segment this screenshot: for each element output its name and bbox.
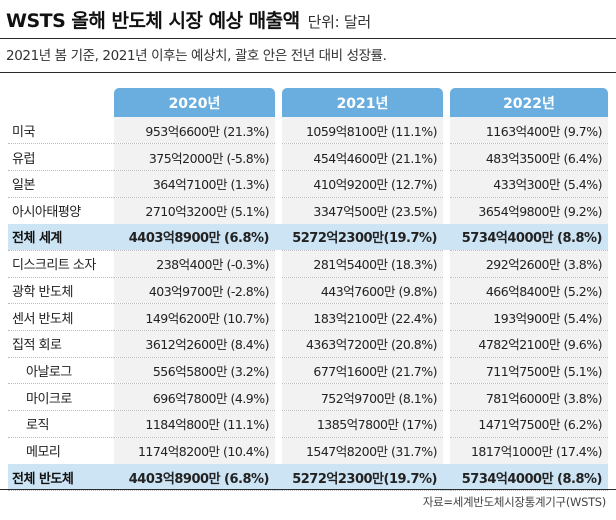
cell-2021: 677억1600만 (21.7%) xyxy=(282,357,443,385)
cell-2021: 183억2100만 (22.4%) xyxy=(282,303,443,331)
table-row: 아날로그 556억5800만 (3.2%) 677억1600만 (21.7%) … xyxy=(8,357,608,385)
sales-table: 2020년 2021년 2022년 미국 953억6600만 (21.3%) 1… xyxy=(8,88,608,492)
footer-divider xyxy=(0,489,616,490)
cell-2022: 1471억7500만 (6.2%) xyxy=(450,410,608,438)
cell-2022: 5734억4000만 (8.8%) xyxy=(450,463,608,492)
cell-2020: 953억6600만 (21.3%) xyxy=(114,117,275,145)
table-row: 아시아태평양 2710억3200만 (5.1%) 3347억500만 (23.5… xyxy=(8,197,608,224)
table-row: 마이크로 696억7800만 (4.9%) 752억9700만 (8.1%) 7… xyxy=(8,383,608,412)
cell-2022: 4782억2100만 (9.6%) xyxy=(450,330,608,358)
column-header-2021: 2021년 xyxy=(282,88,443,117)
cell-2020: 556억5800만 (3.2%) xyxy=(114,357,275,385)
subtitle: 2021년 봄 기준, 2021년 이후는 예상치, 괄호 안은 전년 대비 성… xyxy=(6,48,387,64)
table-row: 집적 회로 3612억2600만 (8.4%) 4363억7200만 (20.8… xyxy=(8,330,608,358)
table-row: 센서 반도체 149억6200만 (10.7%) 183억2100만 (22.4… xyxy=(8,303,608,331)
table-row: 일본 364억7100만 (1.3%) 410억9200만 (12.7%) 43… xyxy=(8,170,608,198)
unit-label: 단위: 달러 xyxy=(307,13,372,31)
table-row: 메모리 1174억8200만 (10.4%) 1547억8200만 (31.7%… xyxy=(8,437,608,464)
table-row: 로직 1184억800만 (11.1%) 1385억7800만 (17%) 14… xyxy=(8,410,608,438)
cell-2021: 410억9200만 (12.7%) xyxy=(282,170,443,198)
cell-2020: 364억7100만 (1.3%) xyxy=(114,170,275,198)
title-row: WSTS 올해 반도체 시장 예상 매출액 단위: 달러 xyxy=(6,6,371,38)
cell-2022: 483억3500만 (6.4%) xyxy=(450,143,608,171)
row-label: 광학 반도체 xyxy=(8,277,114,305)
cell-2021: 1547억8200만 (31.7%) xyxy=(282,437,443,464)
cell-2021: 5272억2300만(19.7%) xyxy=(282,463,443,492)
cell-2020: 2710억3200만 (5.1%) xyxy=(114,197,275,224)
row-label: 전체 반도체 xyxy=(8,463,114,492)
table-row: 미국 953억6600만 (21.3%) 1059억8100만 (11.1%) … xyxy=(8,117,608,145)
row-label: 디스크리트 소자 xyxy=(8,250,114,278)
row-label: 전체 세계 xyxy=(8,223,114,251)
cell-2022: 3654억9800만 (9.2%) xyxy=(450,197,608,224)
table-header-row: 2020년 2021년 2022년 xyxy=(8,88,608,117)
cell-2021: 3347억500만 (23.5%) xyxy=(282,197,443,224)
cell-2021: 281억5400만 (18.3%) xyxy=(282,250,443,278)
table-row: 광학 반도체 403억9700만 (-2.8%) 443억7600만 (9.8%… xyxy=(8,277,608,305)
cell-2022: 193억900만 (5.4%) xyxy=(450,303,608,331)
cell-2022: 781억6000만 (3.8%) xyxy=(450,383,608,412)
column-header-2022: 2022년 xyxy=(450,88,608,117)
row-label: 로직 xyxy=(8,410,114,438)
header-gap xyxy=(443,88,450,117)
title-divider xyxy=(0,38,616,39)
row-label: 유럽 xyxy=(8,143,114,171)
cell-2021: 4363억7200만 (20.8%) xyxy=(282,330,443,358)
row-label: 일본 xyxy=(8,170,114,198)
column-header-2020: 2020년 xyxy=(114,88,275,117)
cell-2020: 238억400만 (-0.3%) xyxy=(114,250,275,278)
cell-2022: 433억300만 (5.4%) xyxy=(450,170,608,198)
page-title: WSTS 올해 반도체 시장 예상 매출액 xyxy=(6,10,300,32)
cell-2022: 292억2600만 (3.8%) xyxy=(450,250,608,278)
row-label: 센서 반도체 xyxy=(8,303,114,331)
cell-2021: 5272억2300만(19.7%) xyxy=(282,223,443,251)
cell-2020: 403억9700만 (-2.8%) xyxy=(114,277,275,305)
cell-2021: 1385억7800만 (17%) xyxy=(282,410,443,438)
total-row-world: 전체 세계 4403억8900만 (6.8%) 5272억2300만(19.7%… xyxy=(8,223,608,251)
row-label: 마이크로 xyxy=(8,383,114,412)
cell-2020: 149억6200만 (10.7%) xyxy=(114,303,275,331)
cell-2020: 1174억8200만 (10.4%) xyxy=(114,437,275,464)
cell-2022: 1163억400만 (9.7%) xyxy=(450,117,608,145)
cell-2020: 3612억2600만 (8.4%) xyxy=(114,330,275,358)
cell-2022: 1817억1000만 (17.4%) xyxy=(450,437,608,464)
total-row-semiconductor: 전체 반도체 4403억8900만 (6.8%) 5272억2300만(19.7… xyxy=(8,463,608,492)
cell-2020: 375억2000만 (-5.8%) xyxy=(114,143,275,171)
cell-2020: 4403억8900만 (6.8%) xyxy=(114,223,275,251)
subtitle-divider xyxy=(0,72,616,73)
cell-2020: 696억7800만 (4.9%) xyxy=(114,383,275,412)
table-row: 디스크리트 소자 238억400만 (-0.3%) 281억5400만 (18.… xyxy=(8,250,608,278)
cell-2021: 1059억8100만 (11.1%) xyxy=(282,117,443,145)
cell-2022: 5734억4000만 (8.8%) xyxy=(450,223,608,251)
row-label: 아날로그 xyxy=(8,357,114,385)
header-blank xyxy=(8,88,114,117)
cell-2020: 4403억8900만 (6.8%) xyxy=(114,463,275,492)
row-label: 아시아태평양 xyxy=(12,205,81,221)
cell-2020: 1184억800만 (11.1%) xyxy=(114,410,275,438)
cell-2022: 466억8400만 (5.2%) xyxy=(450,277,608,305)
row-label: 메모리 xyxy=(26,445,61,461)
table-row: 유럽 375억2000만 (-5.8%) 454억4600만 (21.1%) 4… xyxy=(8,143,608,171)
row-label: 집적 회로 xyxy=(8,330,114,358)
row-label: 미국 xyxy=(8,117,114,145)
cell-2021: 752억9700만 (8.1%) xyxy=(282,383,443,412)
cell-2021: 454억4600만 (21.1%) xyxy=(282,143,443,171)
source-note: 자료=세계반도체시장통계기구(WSTS) xyxy=(422,495,606,509)
header-gap xyxy=(275,88,282,117)
cell-2022: 711억7500만 (5.1%) xyxy=(450,357,608,385)
cell-2021: 443억7600만 (9.8%) xyxy=(282,277,443,305)
